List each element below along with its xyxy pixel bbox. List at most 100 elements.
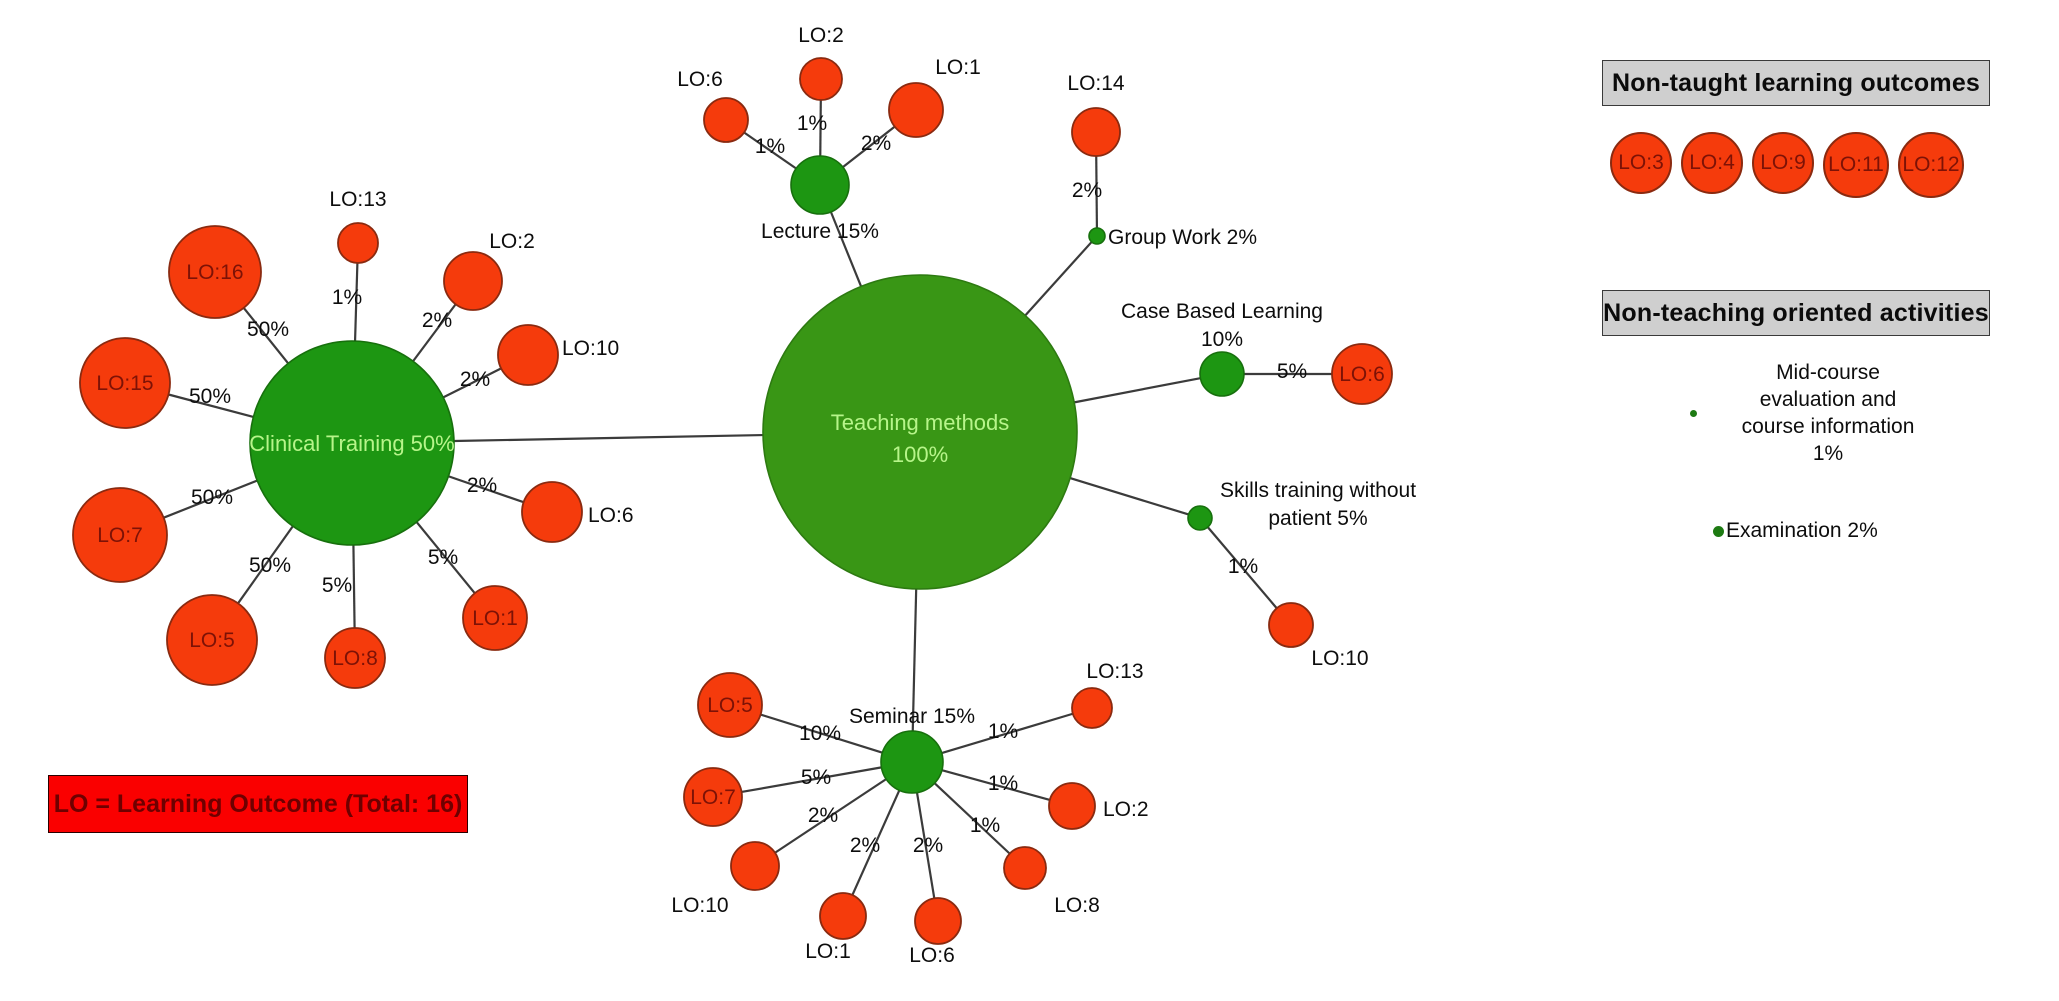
edge-pct-label: 50% — [249, 554, 291, 577]
outcome-node[interactable] — [914, 897, 962, 945]
non-taught-outcome-LO-3[interactable]: LO:3 — [1610, 132, 1672, 194]
outcome-node[interactable] — [462, 585, 528, 651]
method-node-lecture[interactable] — [790, 155, 850, 215]
outcome-label-LO-5: LO:5 — [189, 629, 235, 652]
edge-pct-label: 50% — [247, 318, 289, 341]
method-label-skills-training: Skills training without — [1220, 479, 1416, 502]
outcome-node[interactable] — [72, 487, 168, 583]
outcome-label-LO-6: LO:6 — [1339, 363, 1385, 386]
edge-pct-label: 1% — [755, 135, 785, 158]
outcome-node[interactable] — [730, 841, 780, 891]
non-taught-outcome-label: LO:12 — [1902, 153, 1960, 176]
green-dot-icon — [1713, 525, 1724, 537]
outcome-label-LO-2: LO:2 — [798, 24, 844, 47]
edge-clinical-training-to-outcome-5 — [415, 521, 476, 594]
activity-mid-course-evaluation-label: Mid-course evaluation and course informati… — [1741, 361, 1915, 465]
outcome-node[interactable] — [497, 324, 559, 386]
outcome-node[interactable] — [1048, 782, 1096, 830]
edge-clinical-training-to-outcome-7 — [442, 367, 502, 399]
method-pct-case-based-learning: 10% — [1201, 328, 1243, 351]
outcome-label-LO-1: LO:1 — [935, 56, 981, 79]
edge-root-to-seminar — [911, 588, 918, 732]
edge-pct-label: 2% — [861, 132, 891, 155]
method-label-group-work: Group Work 2% — [1108, 226, 1257, 249]
root-node-teaching-methods[interactable] — [762, 274, 1078, 590]
method-node-seminar[interactable] — [880, 730, 944, 794]
method-label-lecture: Lecture 15% — [761, 220, 879, 243]
outcome-node[interactable] — [819, 892, 867, 940]
edge-pct-label: 1% — [988, 720, 1018, 743]
method-node-skills-training[interactable] — [1187, 505, 1213, 531]
outcome-label-LO-15: LO:15 — [96, 372, 153, 395]
node-layer — [72, 57, 1393, 945]
edge-clinical-training-to-outcome-3 — [237, 525, 294, 604]
outcome-node[interactable] — [799, 57, 843, 101]
edge-seminar-to-outcome-22 — [941, 769, 1051, 801]
edge-pct-label: 2% — [913, 834, 943, 857]
outcome-node[interactable] — [443, 251, 503, 311]
activity-examination: Examination 2% — [1713, 518, 1878, 545]
outcome-node[interactable] — [79, 337, 171, 429]
edge-pct-label: 2% — [850, 834, 880, 857]
outcome-node[interactable] — [1268, 602, 1314, 648]
outcome-label-LO-1: LO:1 — [472, 607, 518, 630]
outcome-node[interactable] — [683, 767, 743, 827]
non-taught-outcome-label: LO:4 — [1689, 151, 1735, 174]
edge-root-to-clinical-training — [453, 433, 764, 443]
edge-pct-label: 5% — [428, 546, 458, 569]
outcome-node[interactable] — [166, 594, 258, 686]
edge-pct-label: 2% — [467, 474, 497, 497]
non-taught-outcome-label: LO:11 — [1828, 153, 1884, 176]
edge-clinical-training-to-outcome-2 — [163, 479, 258, 519]
edge-pct-label: 10% — [799, 722, 841, 745]
edge-seminar-to-outcome-17 — [741, 766, 882, 794]
outcome-label-LO-8: LO:8 — [332, 647, 378, 670]
method-node-group-work[interactable] — [1088, 227, 1106, 245]
method-label-case-based-learning: Case Based Learning — [1121, 300, 1323, 323]
outcome-label-LO-14: LO:14 — [1067, 72, 1125, 95]
outcome-node[interactable] — [697, 672, 763, 738]
outcome-node[interactable] — [324, 627, 386, 689]
non-taught-outcome-LO-12[interactable]: LO:12 — [1898, 132, 1964, 198]
outcome-node[interactable] — [1331, 343, 1393, 405]
green-dot-icon — [1690, 410, 1697, 418]
outcome-node[interactable] — [168, 225, 262, 319]
outcome-node[interactable] — [1003, 846, 1047, 890]
edge-pct-label: 5% — [322, 574, 352, 597]
outcome-node[interactable] — [1071, 107, 1121, 157]
outcome-label-LO-6: LO:6 — [677, 68, 723, 91]
outcome-node[interactable] — [337, 222, 379, 264]
outcome-label-LO-6: LO:6 — [909, 944, 955, 967]
method-label-clinical-training: Clinical Training 50% — [249, 431, 454, 456]
outcome-node[interactable] — [1071, 687, 1113, 729]
outcome-label-LO-2: LO:2 — [489, 230, 535, 253]
edge-pct-label: 5% — [801, 766, 831, 789]
method-node-clinical-training[interactable] — [249, 340, 455, 546]
edge-seminar-to-outcome-20 — [915, 792, 936, 899]
activity-examination-label: Examination 2% — [1726, 519, 1878, 542]
method-label2-skills-training: patient 5% — [1268, 507, 1367, 530]
edge-pct-label: 1% — [1228, 555, 1258, 578]
non-taught-outcome-LO-4[interactable]: LO:4 — [1681, 132, 1743, 194]
edge-pct-label: 2% — [460, 368, 490, 391]
edge-layer — [163, 99, 1332, 899]
edge-pct-label: 1% — [988, 772, 1018, 795]
outcome-node[interactable] — [703, 97, 749, 143]
non-taught-outcome-LO-9[interactable]: LO:9 — [1752, 132, 1814, 194]
method-node-case-based-learning[interactable] — [1199, 351, 1245, 397]
legend-lo-text: LO = Learning Outcome (Total: 16) — [53, 789, 463, 818]
method-label-seminar: Seminar 15% — [849, 705, 975, 728]
outcome-node[interactable] — [888, 82, 944, 138]
legend-lo-box: LO = Learning Outcome (Total: 16) — [48, 775, 468, 833]
edge-pct-label: 1% — [332, 286, 362, 309]
outcome-label-LO-7: LO:7 — [97, 524, 143, 547]
edge-clinical-training-to-outcome-9 — [353, 262, 359, 342]
outcome-label-LO-10: LO:10 — [562, 337, 619, 360]
edge-pct-label: 1% — [797, 112, 827, 135]
edge-seminar-to-outcome-16 — [760, 713, 883, 754]
edge-lecture-to-outcome-10 — [743, 131, 797, 170]
edge-seminar-to-outcome-21 — [933, 782, 1011, 855]
non-taught-outcome-LO-11[interactable]: LO:11 — [1823, 132, 1889, 198]
outcome-node[interactable] — [521, 481, 583, 543]
